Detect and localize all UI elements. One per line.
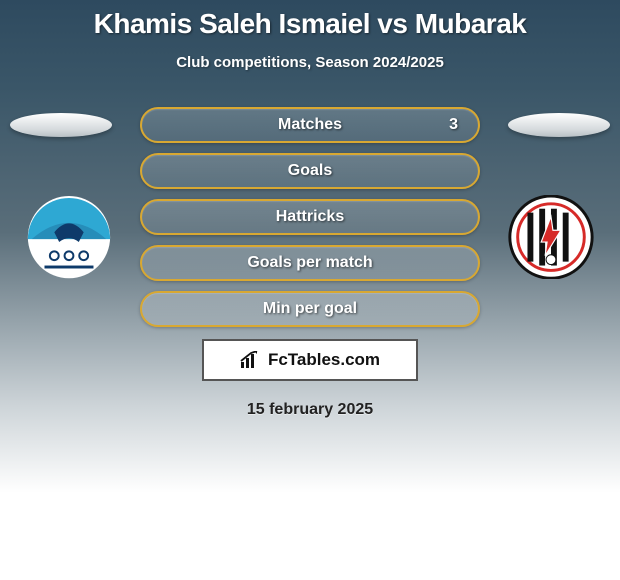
stat-label: Matches	[278, 116, 342, 134]
club-badge-right-svg	[502, 195, 600, 279]
club-badge-left	[20, 195, 118, 279]
branding-box[interactable]: FcTables.com	[202, 339, 418, 381]
comparison-content: Matches 3 Goals Hattricks Goals per match Min…	[0, 107, 620, 419]
snapshot-date: 15 february 2025	[0, 401, 620, 419]
club-badge-right	[502, 195, 600, 279]
player-avatar-right	[508, 113, 610, 137]
page-title: Khamis Saleh Ismaiel vs Mubarak	[0, 0, 620, 40]
branding-label: FcTables.com	[268, 350, 380, 370]
stat-row: Matches 3	[140, 107, 480, 143]
club-badge-left-svg	[20, 195, 118, 279]
stat-row: Goals per match	[140, 245, 480, 281]
page-subtitle: Club competitions, Season 2024/2025	[0, 54, 620, 71]
stat-row: Goals	[140, 153, 480, 189]
player-avatar-left	[10, 113, 112, 137]
stat-label: Min per goal	[263, 300, 357, 318]
stat-value-right: 3	[449, 116, 458, 134]
stat-label: Hattricks	[276, 208, 344, 226]
stat-label: Goals	[288, 162, 332, 180]
chart-icon	[240, 351, 262, 369]
stat-row: Hattricks	[140, 199, 480, 235]
stat-row: Min per goal	[140, 291, 480, 327]
stat-label: Goals per match	[247, 254, 372, 272]
